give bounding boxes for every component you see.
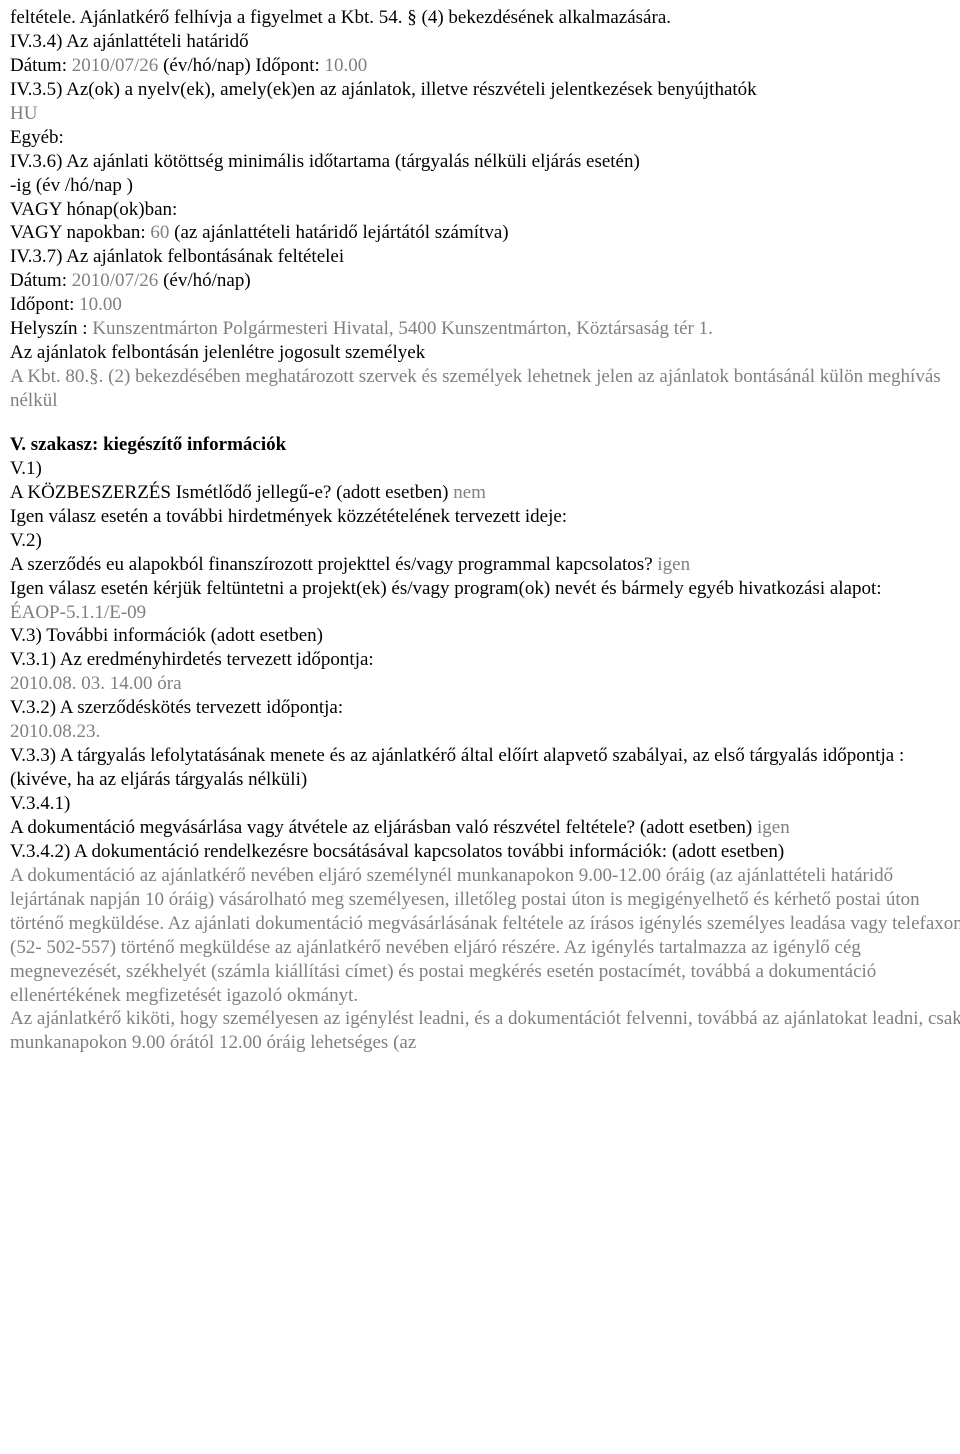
present-persons-text: A Kbt. 80.§. (2) bekezdésében meghatároz… (10, 365, 960, 413)
present-persons-label: Az ajánlatok felbontásán jelenlétre jogo… (10, 341, 960, 365)
location-line: Helyszín : Kunszentmárton Polgármesteri … (10, 317, 960, 341)
v2-label: V.2) (10, 529, 960, 553)
v1-text: A KÖZBESZERZÉS Ismétlődő jellegű-e? (ado… (10, 482, 453, 503)
v3-label: V.3) További információk (adott esetben) (10, 624, 960, 648)
v342-body-2: Az ajánlatkérő kiköti, hogy személyesen … (10, 1007, 960, 1055)
or-days: VAGY napokban: 60 (az ajánlattételi hatá… (10, 221, 960, 245)
v1-answer: nem (453, 482, 486, 503)
v1-followup: Igen válasz esetén a további hirdetménye… (10, 505, 960, 529)
section-iv36: IV.3.6) Az ajánlati kötöttség minimális … (10, 150, 960, 174)
time-value: 10.00 (325, 55, 368, 76)
days-suffix: (az ajánlattételi határidő lejártától sz… (169, 222, 508, 243)
section-iv37: IV.3.7) Az ajánlatok felbontásának felté… (10, 245, 960, 269)
section-iv35: IV.3.5) Az(ok) a nyelv(ek), amely(ek)en … (10, 78, 960, 102)
v341-line: A dokumentáció megvásárlása vagy átvétel… (10, 816, 960, 840)
location-value: Kunszentmárton Polgármesteri Hivatal, 54… (92, 318, 713, 339)
open-time-value: 10.00 (79, 294, 122, 315)
v342-label: V.3.4.2) A dokumentáció rendelkezésre bo… (10, 840, 960, 864)
v342-body-1: A dokumentáció az ajánlatkérő nevében el… (10, 864, 960, 1008)
v341-answer: igen (757, 817, 790, 838)
open-date-value: 2010/07/26 (72, 270, 159, 291)
v2-followup: Igen válasz esetén kérjük feltüntetni a … (10, 577, 960, 601)
v2-text: A szerződés eu alapokból finanszírozott … (10, 554, 657, 575)
v341-label: V.3.4.1) (10, 792, 960, 816)
date-value: 2010/07/26 (72, 55, 159, 76)
v1-label: V.1) (10, 457, 960, 481)
body-text: feltétele. Ajánlatkérő felhívja a figyel… (10, 6, 960, 30)
language-value: HU (10, 102, 960, 126)
v1-line: A KÖZBESZERZÉS Ismétlődő jellegű-e? (ado… (10, 481, 960, 505)
label-date: Dátum: (10, 55, 72, 76)
v31-value: 2010.08. 03. 14.00 óra (10, 672, 960, 696)
open-date-line: Dátum: 2010/07/26 (év/hó/nap) (10, 269, 960, 293)
v341-text: A dokumentáció megvásárlása vagy átvétel… (10, 817, 757, 838)
until-line: -ig (év /hó/nap ) (10, 174, 960, 198)
label-time: (év/hó/nap) Időpont: (158, 55, 324, 76)
v2-line: A szerződés eu alapokból finanszírozott … (10, 553, 960, 577)
or-months: VAGY hónap(ok)ban: (10, 198, 960, 222)
location-label: Helyszín : (10, 318, 92, 339)
other-label: Egyéb: (10, 126, 960, 150)
open-time-line: Időpont: 10.00 (10, 293, 960, 317)
open-date-label: Dátum: (10, 270, 72, 291)
v2-project-code: ÉAOP-5.1.1/E-09 (10, 601, 960, 625)
v32-value: 2010.08.23. (10, 720, 960, 744)
days-value: 60 (150, 222, 169, 243)
deadline-line: Dátum: 2010/07/26 (év/hó/nap) Időpont: 1… (10, 54, 960, 78)
section-v-heading: V. szakasz: kiegészítő információk (10, 433, 960, 457)
open-date-suffix: (év/hó/nap) (158, 270, 250, 291)
days-label: VAGY napokban: (10, 222, 150, 243)
section-iv34: IV.3.4) Az ajánlattételi határidő (10, 30, 960, 54)
v33-text: V.3.3) A tárgyalás lefolytatásának menet… (10, 744, 960, 792)
v2-answer: igen (657, 554, 690, 575)
v31-label: V.3.1) Az eredményhirdetés tervezett idő… (10, 648, 960, 672)
open-time-label: Időpont: (10, 294, 79, 315)
v32-label: V.3.2) A szerződéskötés tervezett időpon… (10, 696, 960, 720)
